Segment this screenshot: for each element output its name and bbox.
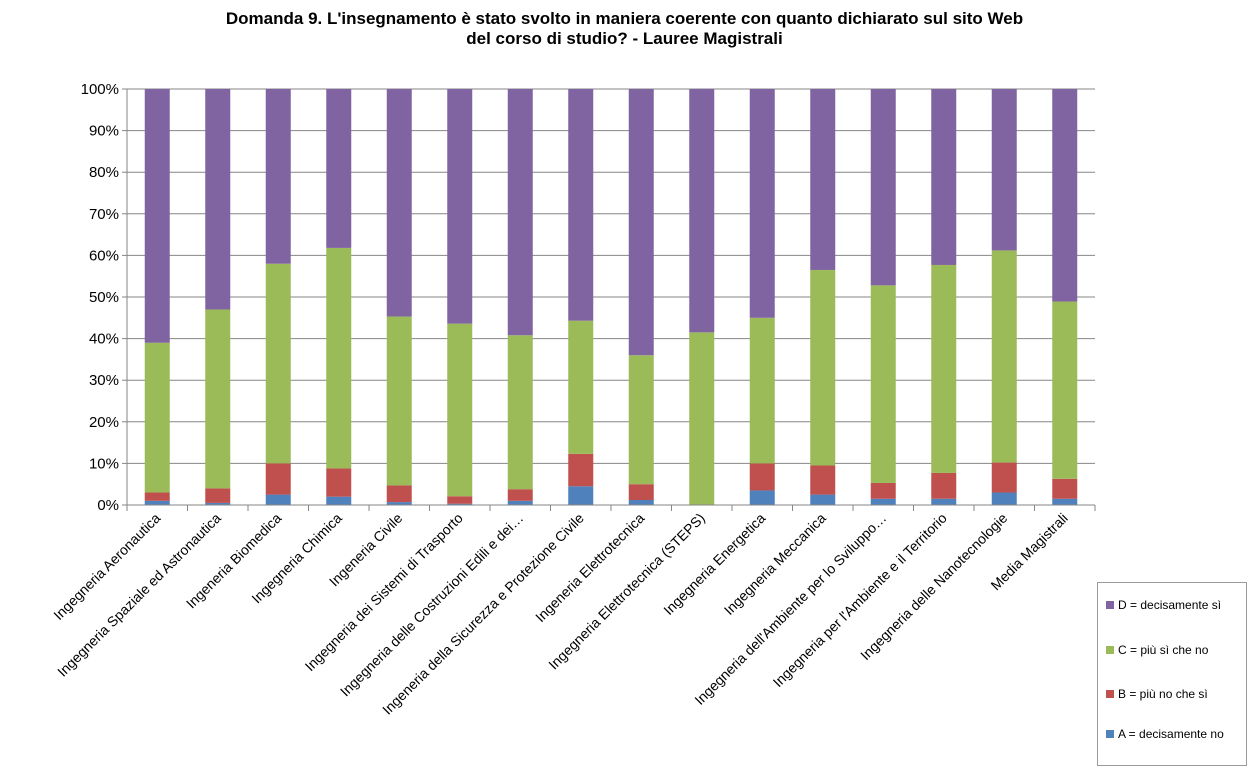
- bar-segment-a: [931, 498, 957, 505]
- legend-swatch: [1106, 690, 1114, 698]
- bar-segment-d: [991, 89, 1017, 251]
- legend-label: B = più no che sì: [1118, 687, 1208, 701]
- x-category-label: Ingegneria Energetica: [660, 510, 768, 618]
- bar-segment-b: [447, 496, 473, 504]
- legend-label: C = più sì che no: [1118, 643, 1209, 657]
- bar-segments: [144, 89, 1078, 505]
- chart-title-line-2: del corso di studio? - Lauree Magistrali: [466, 29, 783, 48]
- y-tick-label: 10%: [89, 455, 119, 472]
- bar-segment-b: [265, 463, 291, 495]
- legend-label: A = decisamente no: [1118, 727, 1224, 741]
- y-tick-label: 50%: [89, 289, 119, 306]
- bar-segment-a: [326, 496, 352, 505]
- bar-segment-c: [1052, 301, 1078, 479]
- legend-swatch: [1106, 646, 1114, 654]
- bar-segment-c: [386, 316, 412, 486]
- y-tick-label: 80%: [89, 164, 119, 181]
- y-tick-label: 40%: [89, 331, 119, 348]
- x-category-label: Ingegneria Aeronautica: [50, 510, 163, 623]
- bar-segment-d: [386, 89, 412, 317]
- bar-segment-a: [507, 500, 533, 505]
- x-category-label: Ingeneria Elettrotecnica: [532, 510, 647, 625]
- bar-segment-b: [144, 492, 170, 501]
- bar-segment-d: [507, 89, 533, 336]
- bar-segment-c: [628, 355, 654, 485]
- bar-segment-c: [991, 250, 1017, 463]
- bar-segment-b: [507, 489, 533, 501]
- bar-segment-c: [931, 264, 957, 473]
- bar-segment-c: [689, 332, 715, 505]
- bar-segment-d: [628, 89, 654, 356]
- bar-segment-a: [870, 498, 896, 505]
- y-tick-label: 60%: [89, 247, 119, 264]
- y-tick-label: 0%: [97, 497, 119, 514]
- bar-segment-a: [265, 494, 291, 505]
- legend-label: D = decisamente sì: [1118, 598, 1222, 612]
- bar-segment-b: [931, 472, 957, 499]
- y-tick-label: 30%: [89, 372, 119, 389]
- bar-segment-a: [628, 500, 654, 505]
- legend-swatch: [1106, 601, 1114, 609]
- bar-segment-a: [1052, 498, 1078, 505]
- bar-segment-c: [810, 269, 836, 466]
- bar-segment-d: [810, 89, 836, 270]
- y-tick-label: 100%: [81, 81, 119, 98]
- bar-segment-a: [991, 492, 1017, 505]
- bar-segment-c: [447, 323, 473, 497]
- y-tick-labels: 0% 10% 20% 30% 40% 50% 60% 70% 80% 90% 100%: [81, 81, 119, 514]
- y-tick-label: 70%: [89, 206, 119, 223]
- bar-segment-b: [991, 462, 1017, 493]
- chart-title: Domanda 9. L'insegnamento è stato svolto…: [0, 9, 1249, 49]
- bar-segment-a: [386, 502, 412, 505]
- bar-segment-a: [568, 486, 594, 505]
- bar-segment-a: [810, 494, 836, 505]
- bar-segment-c: [265, 263, 291, 464]
- bar-segment-b: [1052, 478, 1078, 499]
- bar-segment-d: [326, 89, 352, 248]
- bar-segment-c: [144, 342, 170, 493]
- bar-segment-d: [447, 89, 473, 324]
- bar-segment-d: [1052, 89, 1078, 302]
- bar-segment-a: [749, 490, 775, 505]
- bar-segment-c: [326, 247, 352, 469]
- axes: [122, 88, 1096, 511]
- bar-segment-d: [568, 89, 594, 321]
- bar-segment-b: [386, 485, 412, 503]
- bar-segment-d: [931, 89, 957, 265]
- legend: D = decisamente sì C = più sì che no B = p…: [1097, 582, 1247, 766]
- bar-segment-c: [568, 320, 594, 454]
- bar-segment-a: [205, 502, 231, 505]
- bar-segment-b: [205, 488, 231, 503]
- bar-segment-c: [749, 317, 775, 464]
- bar-segment-b: [810, 465, 836, 495]
- bar-segment-b: [326, 468, 352, 497]
- bar-segment-d: [749, 89, 775, 318]
- bar-segment-a: [447, 503, 473, 505]
- bar-segment-a: [144, 500, 170, 505]
- y-tick-label: 20%: [89, 414, 119, 431]
- bar-segment-b: [870, 482, 896, 499]
- bar-segment-c: [205, 309, 231, 489]
- bar-segment-b: [568, 453, 594, 487]
- bar-segment-d: [205, 89, 231, 310]
- bar-segment-b: [628, 484, 654, 501]
- x-category-label: Ingegneria Meccanica: [721, 510, 829, 618]
- bar-segment-b: [749, 463, 775, 491]
- legend-swatch: [1106, 730, 1114, 738]
- bar-segment-c: [507, 335, 533, 490]
- bar-segment-d: [144, 89, 170, 343]
- bar-segment-c: [870, 285, 896, 483]
- chart-title-line-1: Domanda 9. L'insegnamento è stato svolto…: [225, 9, 1024, 28]
- bar-segment-d: [870, 89, 896, 286]
- y-tick-label: 90%: [89, 123, 119, 140]
- bar-segment-d: [689, 89, 715, 333]
- bar-segment-d: [265, 89, 291, 264]
